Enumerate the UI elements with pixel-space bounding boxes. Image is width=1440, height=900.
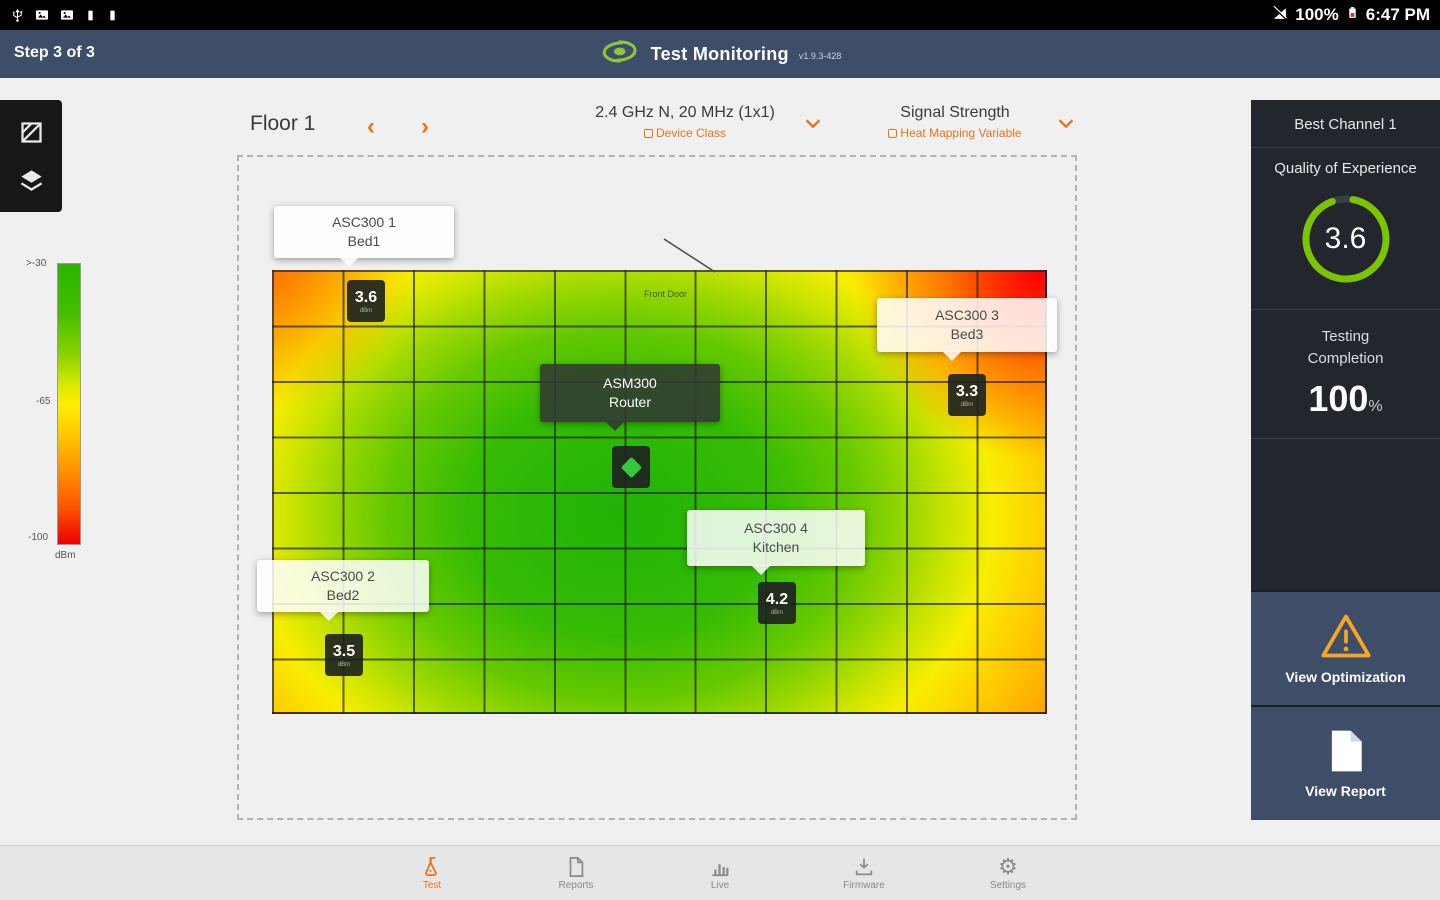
test-flask-icon: [424, 856, 437, 877]
device-callout-router[interactable]: ASM300 Router: [540, 364, 720, 431]
band-selector-sub: Device Class: [560, 126, 810, 140]
usb-icon: [10, 8, 25, 23]
image-icon: [59, 7, 75, 23]
chevron-down-icon[interactable]: [1055, 112, 1077, 139]
bottom-navigation: Test Reports Live Firmware ⚙ Setti: [0, 845, 1440, 900]
device-name: ASC300 4: [744, 520, 808, 537]
device-name: ASC300 1: [332, 214, 396, 231]
layers-icon: [20, 169, 42, 191]
app-logo-icon: [599, 38, 641, 70]
device-name: ASM300: [603, 375, 657, 392]
next-floor-button[interactable]: ›: [421, 113, 429, 140]
clock: 6:47 PM: [1365, 5, 1430, 24]
layers-button[interactable]: [11, 160, 51, 200]
device-icon: [84, 8, 97, 23]
warning-triangle-icon: [1320, 614, 1371, 657]
heatmap-canvas[interactable]: Front Door ASC300 1 Bed1 3.6 dBm ASM300 …: [237, 155, 1077, 820]
device-badge-bed2[interactable]: 3.5 dBm: [325, 634, 363, 676]
device-room: Kitchen: [752, 539, 800, 555]
results-panel: Best Channel 1 Quality of Experience 3.6…: [1251, 100, 1440, 820]
device-callout-bed2[interactable]: ASC300 2 Bed2: [257, 560, 429, 621]
router-icon: [620, 456, 642, 478]
device-room: Bed3: [950, 326, 984, 342]
signal-strength-legend: [57, 263, 81, 545]
device-room: Router: [608, 394, 652, 410]
device-name: ASC300 3: [935, 307, 999, 324]
app-title: Test Monitoring: [650, 43, 789, 64]
best-channel: Best Channel 1: [1251, 100, 1440, 148]
panel-spacer: [1251, 439, 1440, 591]
device-name: ASC300 2: [311, 568, 375, 585]
router-badge[interactable]: [612, 446, 650, 488]
battery-icon: [1346, 3, 1359, 27]
floorplan-draw-button[interactable]: [11, 112, 51, 152]
nav-tab-test[interactable]: Test: [392, 855, 472, 891]
device-class-icon: [643, 128, 653, 138]
firmware-download-icon: [855, 858, 873, 875]
floor-title: Floor 1: [250, 112, 316, 135]
header-title-group: Test Monitoring v1.9.3-428: [599, 30, 842, 78]
chevron-down-icon[interactable]: [802, 112, 824, 139]
settings-gear-icon: ⚙: [998, 853, 1018, 879]
no-signal-icon: [1271, 4, 1288, 26]
device-callout-bed3[interactable]: ASC300 3 Bed3: [877, 298, 1057, 361]
status-left-icons: [10, 7, 119, 23]
legend-max-label: >-30: [26, 258, 47, 269]
view-report-button[interactable]: View Report: [1251, 705, 1440, 820]
previous-floor-button[interactable]: ‹: [367, 113, 375, 140]
device-room: Bed2: [326, 587, 360, 603]
battery-percent: 100%: [1295, 5, 1339, 24]
qoe-value: 3.6: [1324, 222, 1367, 255]
heat-variable-selector[interactable]: Signal Strength Heat Mapping Variable: [845, 104, 1074, 140]
heat-variable-sub: Heat Mapping Variable: [845, 126, 1065, 140]
device-badge-bed3[interactable]: 3.3 dBm: [948, 374, 986, 416]
device-icon: [106, 8, 119, 23]
testing-completion-label: Testing Completion: [1307, 328, 1384, 367]
reports-document-icon: [569, 856, 584, 877]
legend-unit-label: dBm: [55, 550, 76, 561]
device-callout-bed1[interactable]: ASC300 1 Bed1: [274, 206, 454, 267]
nav-tab-settings[interactable]: ⚙ Settings: [989, 853, 1027, 891]
floorplan-draw-icon: [20, 121, 42, 143]
qoe-gauge: 3.6: [1296, 189, 1396, 289]
screenshot-icon: [34, 7, 50, 23]
status-right: 100% 6:47 PM: [1271, 3, 1430, 27]
front-door-label: Front Door: [644, 289, 688, 299]
quality-of-experience-section: Quality of Experience 3.6: [1251, 148, 1440, 310]
heat-variable-icon: [888, 128, 898, 138]
band-selector[interactable]: 2.4 GHz N, 20 MHz (1x1) Device Class: [560, 104, 821, 140]
completion-value: 100%: [1308, 377, 1383, 419]
live-chart-icon: [712, 863, 729, 876]
app-version: v1.9.3-428: [798, 51, 842, 61]
testing-completion-section: Testing Completion 100%: [1251, 310, 1440, 439]
nav-tab-firmware[interactable]: Firmware: [824, 856, 904, 891]
report-document-icon: [1331, 730, 1362, 771]
nav-tab-reports[interactable]: Reports: [536, 856, 616, 891]
heat-variable-value: Signal Strength: [900, 104, 1010, 121]
device-badge-bed1[interactable]: 3.6 dBm: [347, 280, 385, 322]
step-indicator: Step 3 of 3: [14, 44, 95, 61]
qoe-label: Quality of Experience: [1274, 160, 1417, 177]
map-tool-panel: [0, 100, 62, 212]
view-optimization-button[interactable]: View Optimization: [1251, 590, 1440, 705]
status-bar: 100% 6:47 PM: [0, 0, 1440, 30]
app-header: Step 3 of 3 Test Monitoring v1.9.3-428: [0, 30, 1440, 78]
device-badge-kitchen[interactable]: 4.2 dBm: [758, 582, 796, 624]
band-selector-value: 2.4 GHz N, 20 MHz (1x1): [595, 104, 775, 121]
device-room: Bed1: [347, 233, 381, 249]
nav-tab-live[interactable]: Live: [680, 856, 760, 891]
device-callout-kitchen[interactable]: ASC300 4 Kitchen: [687, 510, 865, 575]
legend-min-label: -100: [28, 532, 49, 543]
legend-mid-label: -65: [36, 396, 51, 407]
